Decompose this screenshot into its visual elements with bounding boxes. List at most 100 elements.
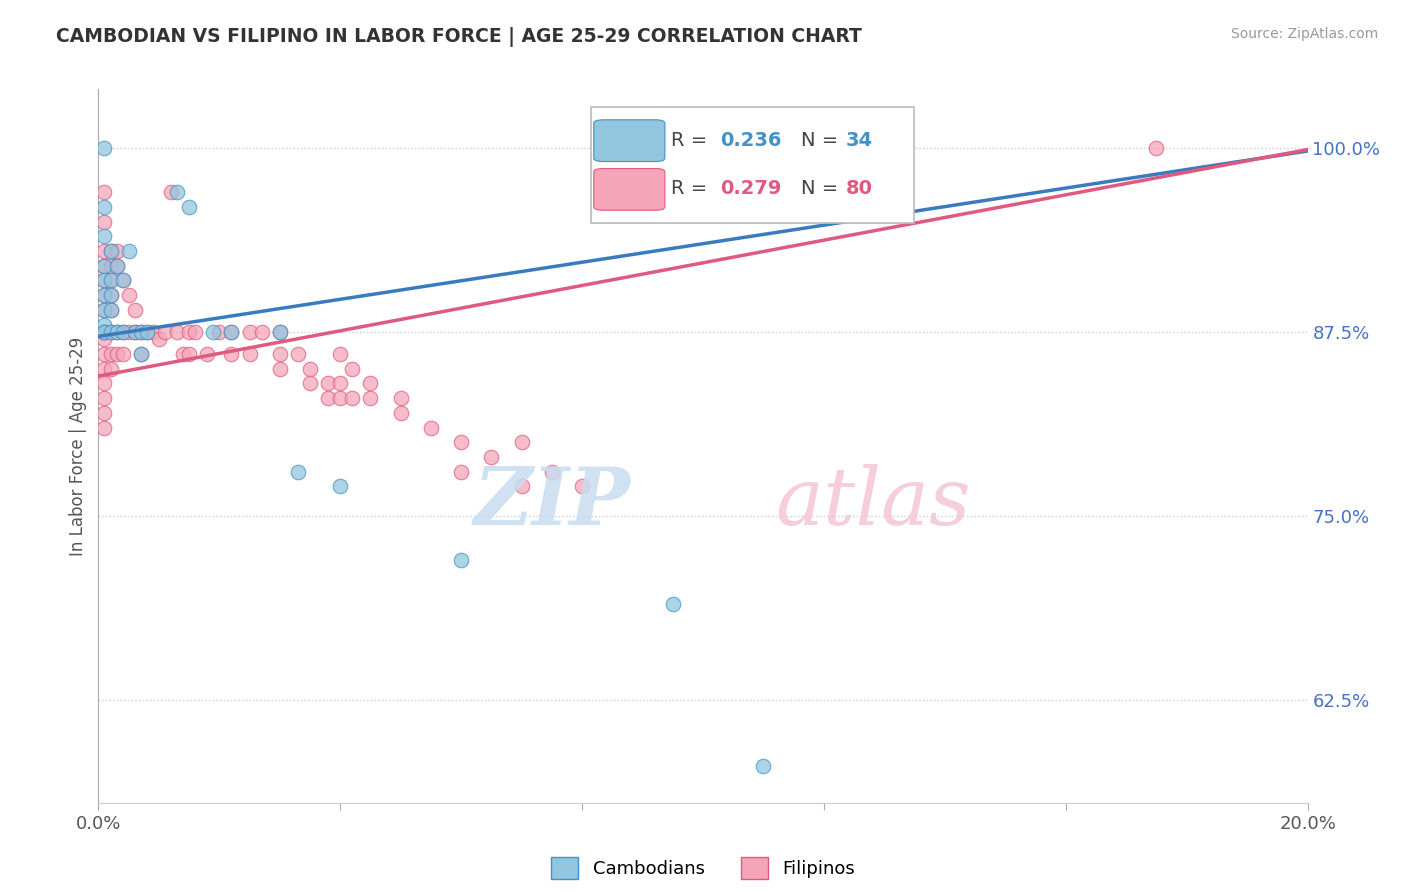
Text: 0.236: 0.236 — [720, 131, 782, 150]
FancyBboxPatch shape — [591, 107, 914, 223]
Point — [342, 361, 364, 376]
Point — [93, 273, 115, 287]
Point — [342, 391, 364, 405]
Point — [166, 325, 188, 339]
Point — [389, 406, 412, 420]
Point — [93, 406, 115, 420]
Point — [100, 288, 122, 302]
Text: R =: R = — [672, 131, 714, 150]
Text: 0.279: 0.279 — [720, 178, 782, 198]
Point — [177, 200, 201, 214]
Point — [129, 347, 152, 361]
Text: 34: 34 — [846, 131, 873, 150]
Point — [269, 361, 291, 376]
Point — [93, 259, 115, 273]
Point — [93, 325, 115, 339]
Point — [360, 376, 382, 391]
Point — [1144, 141, 1167, 155]
Point — [93, 325, 115, 339]
Point — [316, 376, 339, 391]
Point — [329, 376, 352, 391]
Point — [93, 141, 115, 155]
Text: Source: ZipAtlas.com: Source: ZipAtlas.com — [1230, 27, 1378, 41]
Point — [100, 244, 122, 258]
Point — [93, 273, 115, 287]
Point — [195, 347, 218, 361]
Point — [184, 325, 207, 339]
Point — [177, 325, 201, 339]
Text: 80: 80 — [846, 178, 873, 198]
Point — [93, 259, 115, 273]
Point — [142, 325, 165, 339]
Point — [118, 288, 141, 302]
Point — [299, 361, 322, 376]
Point — [450, 435, 472, 450]
Text: atlas: atlas — [776, 465, 972, 541]
Point — [100, 302, 122, 317]
Point — [269, 325, 291, 339]
Point — [93, 361, 115, 376]
Point — [111, 273, 134, 287]
Point — [269, 347, 291, 361]
FancyBboxPatch shape — [593, 169, 665, 211]
Point — [93, 200, 115, 214]
Point — [100, 302, 122, 317]
Point — [93, 214, 115, 228]
Point — [269, 325, 291, 339]
Point — [661, 597, 683, 611]
Point — [93, 288, 115, 302]
Text: CAMBODIAN VS FILIPINO IN LABOR FORCE | AGE 25-29 CORRELATION CHART: CAMBODIAN VS FILIPINO IN LABOR FORCE | A… — [56, 27, 862, 46]
Point — [105, 347, 128, 361]
Point — [100, 244, 122, 258]
Point — [329, 479, 352, 493]
Point — [129, 347, 152, 361]
Point — [105, 325, 128, 339]
Point — [124, 302, 146, 317]
Point — [111, 273, 134, 287]
FancyBboxPatch shape — [593, 120, 665, 161]
Point — [299, 376, 322, 391]
Point — [135, 325, 157, 339]
Point — [221, 325, 243, 339]
Point — [287, 347, 309, 361]
Point — [105, 244, 128, 258]
Point — [510, 435, 533, 450]
Point — [389, 391, 412, 405]
Point — [100, 325, 122, 339]
Point — [208, 325, 231, 339]
Point — [177, 347, 201, 361]
Point — [172, 347, 194, 361]
Point — [93, 244, 115, 258]
Point — [93, 302, 115, 317]
Point — [166, 185, 188, 199]
Point — [93, 288, 115, 302]
Point — [239, 325, 262, 339]
Point — [239, 347, 262, 361]
Point — [100, 325, 122, 339]
Point — [124, 325, 146, 339]
Point — [111, 325, 134, 339]
Point — [93, 420, 115, 434]
Text: R =: R = — [672, 178, 714, 198]
Point — [100, 259, 122, 273]
Point — [93, 376, 115, 391]
Point — [540, 465, 562, 479]
Point — [250, 325, 273, 339]
Text: ZIP: ZIP — [474, 465, 630, 541]
Point — [118, 325, 141, 339]
Point — [105, 325, 128, 339]
Point — [100, 361, 122, 376]
Point — [153, 325, 176, 339]
Text: N =: N = — [801, 178, 844, 198]
Point — [100, 273, 122, 287]
Text: N =: N = — [801, 131, 844, 150]
Point — [202, 325, 225, 339]
Point — [93, 325, 115, 339]
Point — [135, 325, 157, 339]
Point — [93, 325, 115, 339]
Point — [118, 244, 141, 258]
Point — [93, 229, 115, 244]
Point — [510, 479, 533, 493]
Point — [100, 347, 122, 361]
Point — [105, 259, 128, 273]
